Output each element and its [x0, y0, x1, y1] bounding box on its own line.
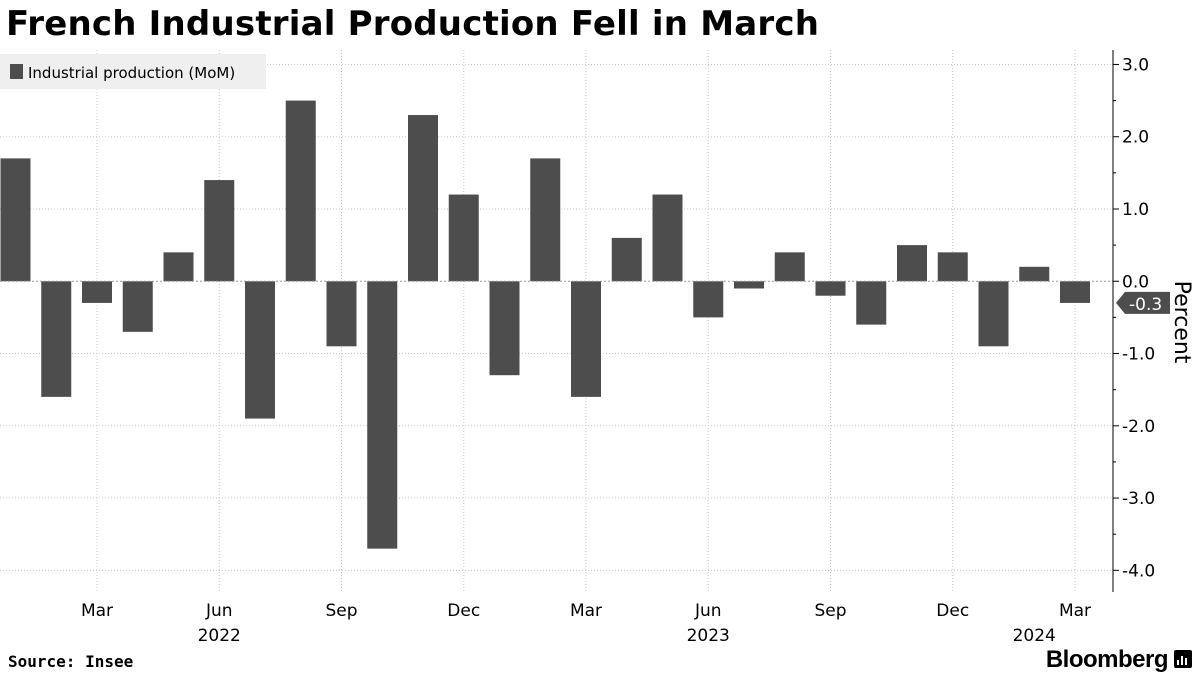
bar	[489, 281, 520, 376]
bar	[448, 194, 479, 282]
x-year-label: 2022	[198, 626, 241, 646]
chart-title: French Industrial Production Fell in Mar…	[6, 4, 820, 44]
x-tick-label: Dec	[447, 601, 480, 621]
bloomberg-logo-icon	[1174, 650, 1192, 668]
source-note: Source: Insee	[8, 652, 134, 671]
bar	[897, 245, 927, 282]
bar	[1060, 281, 1090, 303]
x-tick-label: Mar	[81, 601, 113, 621]
y-axis-label: Percent	[1169, 281, 1194, 364]
y-tick-label: 1.0	[1122, 200, 1149, 220]
x-tick-label: Dec	[936, 601, 969, 621]
bar	[856, 281, 887, 325]
y-tick-label: 2.0	[1122, 128, 1149, 148]
bar	[326, 281, 357, 347]
x-year-label: 2024	[1013, 626, 1056, 646]
bar	[82, 281, 112, 303]
bar	[245, 281, 275, 419]
bar	[693, 281, 724, 318]
legend-swatch	[10, 64, 23, 79]
bar	[652, 194, 683, 282]
y-tick-label: 3.0	[1122, 55, 1149, 75]
last-value-label: -0.3	[1129, 295, 1162, 315]
bar	[163, 252, 194, 282]
x-tick-label: Jun	[694, 601, 722, 621]
bar	[408, 115, 438, 282]
bar	[285, 100, 316, 282]
y-tick-label: 0.0	[1122, 272, 1149, 292]
bar	[41, 281, 72, 397]
bar	[734, 281, 764, 289]
legend-box	[0, 54, 266, 89]
x-year-label: 2023	[687, 626, 730, 646]
bar	[1019, 266, 1050, 282]
bar	[774, 252, 805, 282]
y-tick-label: -1.0	[1122, 345, 1155, 365]
bar	[937, 252, 968, 282]
x-tick-label: Mar	[570, 601, 602, 621]
y-tick-label: -2.0	[1122, 417, 1155, 437]
bloomberg-logo: Bloomberg	[1045, 646, 1169, 673]
bar	[815, 281, 846, 296]
y-tick-label: -3.0	[1122, 489, 1155, 509]
x-tick-label: Sep	[814, 601, 846, 621]
x-tick-label: Mar	[1059, 601, 1091, 621]
bar	[367, 281, 398, 549]
bar	[530, 158, 561, 282]
bar	[204, 180, 235, 282]
x-tick-label: Jun	[205, 601, 233, 621]
bar	[611, 237, 642, 282]
bar	[122, 281, 153, 332]
last-value-marker	[1116, 291, 1170, 314]
bar	[571, 281, 601, 397]
bar	[0, 158, 31, 282]
legend-label: Industrial production (MoM)	[28, 64, 235, 82]
bar	[978, 281, 1009, 347]
x-tick-label: Sep	[325, 601, 357, 621]
y-tick-label: -4.0	[1122, 561, 1155, 581]
